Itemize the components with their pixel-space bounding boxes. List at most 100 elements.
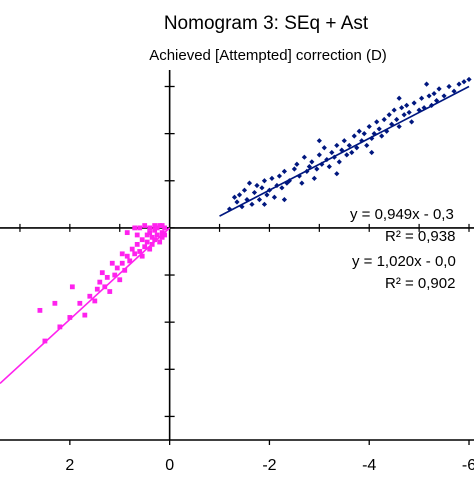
data-point xyxy=(281,168,287,174)
data-point xyxy=(137,249,143,254)
data-point xyxy=(147,230,153,236)
data-point xyxy=(109,260,115,266)
data-point xyxy=(82,312,88,318)
data-point xyxy=(127,258,133,264)
data-point xyxy=(316,138,322,144)
data-point xyxy=(124,253,130,259)
data-point xyxy=(249,201,255,207)
series-1-equation: y = 1,020x - 0,0 xyxy=(352,253,456,270)
data-point xyxy=(396,95,402,101)
data-point xyxy=(334,142,340,149)
data-point xyxy=(316,152,322,158)
data-point xyxy=(299,180,305,186)
data-point xyxy=(279,185,285,191)
data-point xyxy=(42,338,48,344)
data-point xyxy=(139,253,145,259)
data-point xyxy=(361,131,367,137)
data-point xyxy=(152,227,158,233)
data-point xyxy=(37,307,43,313)
data-point xyxy=(424,81,430,87)
data-point xyxy=(112,272,118,278)
data-point xyxy=(314,166,320,172)
data-point xyxy=(336,159,342,165)
data-point xyxy=(132,225,138,231)
data-point xyxy=(152,223,158,228)
data-point xyxy=(451,88,457,94)
data-point xyxy=(379,133,385,139)
x-tick-label: -2 xyxy=(262,457,276,474)
data-point xyxy=(334,171,340,177)
data-point xyxy=(152,237,158,243)
data-point xyxy=(276,173,283,179)
data-point xyxy=(134,232,140,238)
data-point xyxy=(234,199,240,205)
data-point xyxy=(461,79,467,85)
data-point xyxy=(159,234,165,240)
data-point xyxy=(369,149,375,156)
data-point xyxy=(147,246,153,252)
data-point xyxy=(134,241,140,247)
data-point xyxy=(344,152,350,158)
data-point xyxy=(159,223,165,228)
data-point xyxy=(67,315,73,320)
data-point xyxy=(354,145,360,151)
data-point xyxy=(144,232,150,238)
series-0 xyxy=(219,76,472,217)
data-point xyxy=(381,116,387,123)
series-1 xyxy=(0,223,171,385)
data-point xyxy=(77,300,83,306)
data-point xyxy=(436,86,442,92)
data-point xyxy=(119,251,125,257)
data-point xyxy=(122,267,128,273)
x-tick-label: -4 xyxy=(362,457,376,474)
trend-line xyxy=(0,227,171,385)
data-point xyxy=(421,105,427,111)
data-point xyxy=(157,223,163,228)
data-point xyxy=(159,230,165,236)
data-point xyxy=(369,135,375,141)
data-point xyxy=(231,194,238,200)
data-point xyxy=(154,225,160,231)
chart-title: Nomogram 3: SEq + Ast xyxy=(164,13,369,34)
data-point xyxy=(309,159,315,165)
data-point xyxy=(419,95,425,101)
axes: 2 0 -2 -4 -6 xyxy=(0,70,474,474)
data-point xyxy=(246,180,253,186)
data-point xyxy=(124,230,130,236)
data-point xyxy=(147,225,153,231)
data-point xyxy=(137,225,143,231)
data-point xyxy=(87,293,93,299)
data-point xyxy=(52,300,58,306)
data-point xyxy=(132,251,138,257)
data-point xyxy=(409,119,415,125)
data-point xyxy=(366,123,372,130)
data-point xyxy=(69,284,75,290)
data-point xyxy=(97,279,103,285)
data-point xyxy=(104,274,110,280)
data-point xyxy=(157,239,163,245)
data-point xyxy=(351,133,357,139)
regression-labels: y = 0,949x - 0,3 R² = 0,938 y = 1,020x -… xyxy=(350,206,456,292)
data-point xyxy=(271,194,278,200)
data-point xyxy=(107,289,113,294)
data-point xyxy=(241,187,248,193)
data-point xyxy=(359,138,365,144)
data-point xyxy=(441,93,447,99)
data-point xyxy=(411,100,417,106)
data-point xyxy=(129,246,135,252)
chart-subtitle: Achieved [Attempted] correction (D) xyxy=(149,47,387,64)
data-point xyxy=(162,225,168,231)
data-point xyxy=(269,175,275,182)
data-point xyxy=(281,197,287,203)
data-point xyxy=(236,192,243,198)
x-tick-label: -6 xyxy=(462,457,474,474)
data-point xyxy=(311,175,317,182)
data-point xyxy=(433,98,440,104)
data-point xyxy=(261,201,268,207)
data-point xyxy=(57,324,63,330)
data-point xyxy=(321,145,327,151)
data-point xyxy=(144,239,150,245)
trend-line xyxy=(219,85,470,217)
data-point xyxy=(256,197,263,203)
